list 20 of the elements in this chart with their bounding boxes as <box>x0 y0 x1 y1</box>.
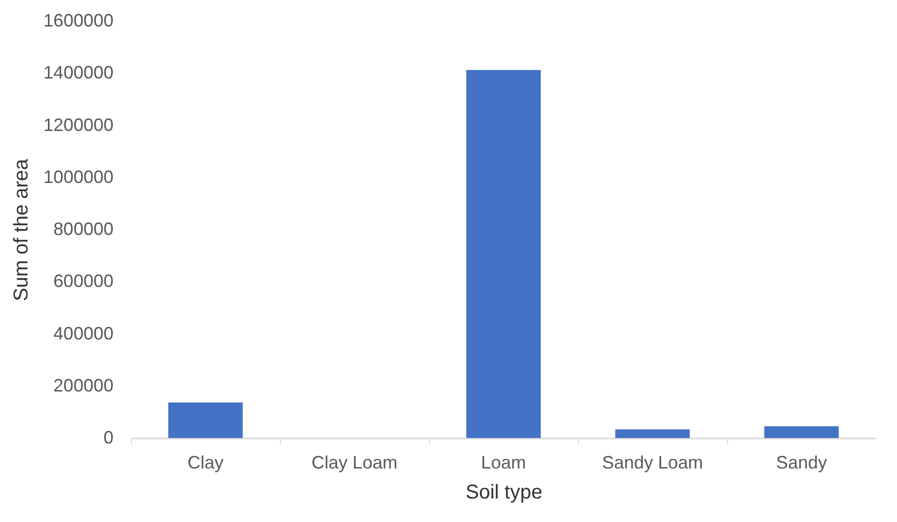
bar <box>168 402 243 438</box>
y-tick-label: 1400000 <box>43 62 114 83</box>
y-tick-label: 400000 <box>53 323 114 344</box>
y-tick-label: 200000 <box>53 375 114 396</box>
x-tick-label: Sandy <box>776 452 828 472</box>
x-tick-label: Clay Loam <box>311 452 398 472</box>
y-tick-label: 0 <box>103 428 114 448</box>
y-tick-label: 1200000 <box>43 114 114 135</box>
x-tick-label: Loam <box>480 452 526 472</box>
x-tick-label: Clay <box>187 452 224 472</box>
y-tick-label: 1000000 <box>43 166 114 187</box>
y-tick-label: 1600000 <box>43 10 114 30</box>
bar <box>764 426 839 438</box>
y-tick-label: 600000 <box>53 271 114 292</box>
bar <box>615 429 690 438</box>
x-axis-title: Soil type <box>466 482 542 504</box>
x-tick-label: Sandy Loam <box>602 452 704 472</box>
y-tick-label: 800000 <box>53 219 114 239</box>
bar <box>466 70 541 438</box>
y-axis-title: Sum of the area <box>10 158 32 302</box>
